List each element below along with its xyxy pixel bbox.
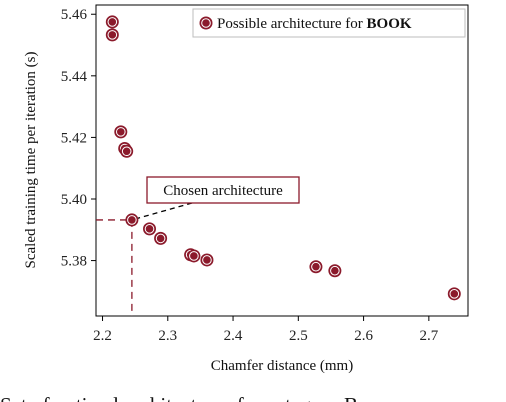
data-points [105,15,461,301]
scatter-point [187,249,201,263]
x-tick-label: 2.3 [158,328,177,344]
y-tick-label: 5.40 [61,192,87,208]
legend-label: Possible architecture for BOOK [217,16,412,32]
annotation-box [146,176,300,204]
annotation-leader-line [131,202,193,221]
annotation-text: Chosen architecture [163,183,283,199]
scatter-point [105,15,119,29]
x-axis-title: Chamfer distance (mm) [211,358,353,374]
scatter-point [125,213,139,227]
x-axis-ticks: 2.2 2.3 2.4 2.5 2.6 2.7 [93,316,439,344]
legend-label-bold: BOOK [367,16,412,32]
plot-frame [95,4,469,317]
legend-box [192,8,466,38]
x-tick-label: 2.6 [354,328,373,344]
legend-label-plain: Possible architecture for [217,16,367,32]
y-tick-label: 5.42 [61,130,87,146]
y-tick-label: 5.46 [61,7,88,23]
scatter-point [154,231,168,245]
scatter-point [309,260,323,274]
x-tick-label: 2.2 [93,328,112,344]
legend-marker [199,16,213,30]
scatter-point [120,144,134,158]
x-tick-label: 2.4 [224,328,243,344]
scatter-point [105,28,119,42]
y-axis-ticks: 5.38 5.40 5.42 5.44 5.46 [61,7,96,270]
y-tick-label: 5.38 [61,254,87,270]
y-tick-label: 5.44 [61,69,88,85]
scatter-point [143,222,157,236]
figure-caption: Set of optimal architectures for categor… [0,393,358,402]
scatter-point [447,287,461,301]
x-tick-label: 2.5 [289,328,308,344]
y-axis-title: Scaled training time per iteration (s) [23,51,39,268]
scatter-point [328,264,342,278]
x-tick-label: 2.7 [419,328,438,344]
scatter-point [114,125,128,139]
scatter-point [200,253,214,267]
